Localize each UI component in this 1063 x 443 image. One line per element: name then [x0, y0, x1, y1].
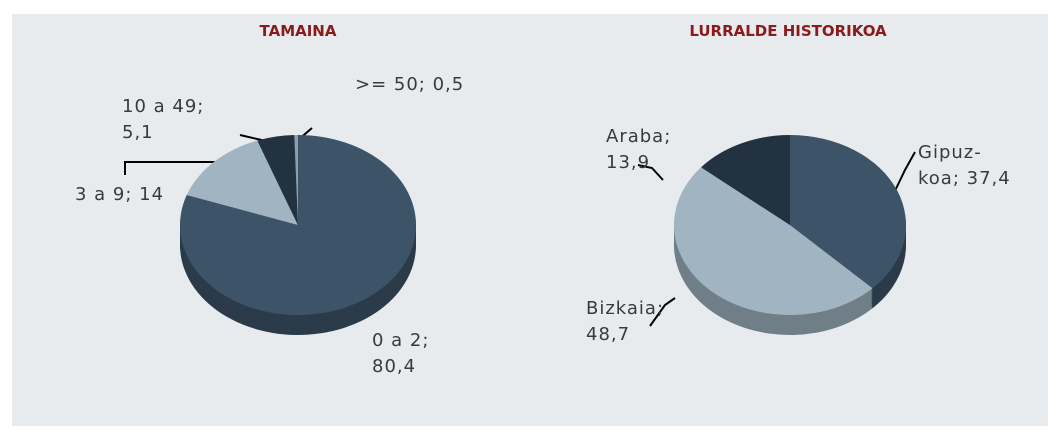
data-label: Bizkaia; 48,7: [586, 298, 665, 345]
data-label: 3 a 9; 14: [75, 184, 165, 205]
leader-line: [124, 161, 215, 175]
data-label: >= 50; 0,5: [355, 74, 465, 95]
slice: [257, 135, 298, 225]
data-label: 0 a 2; 80,4: [372, 330, 430, 377]
slice: [701, 135, 790, 225]
slice: [186, 140, 298, 225]
data-label: 10 a 49; 5,1: [122, 96, 205, 143]
chart-title: TAMAINA: [259, 22, 337, 40]
data-label: Araba; 13,9: [606, 126, 672, 173]
chart-title: LURRALDE HISTORIKOA: [689, 22, 887, 40]
slice: [294, 135, 298, 225]
leader-line: [892, 151, 916, 196]
leader-line: [637, 164, 664, 181]
leader-lines: [124, 127, 916, 327]
data-label: Gipuz-koa; 37,4: [918, 142, 1011, 189]
slice: [790, 135, 907, 289]
leader-line: [649, 297, 676, 327]
slice: [673, 167, 873, 316]
